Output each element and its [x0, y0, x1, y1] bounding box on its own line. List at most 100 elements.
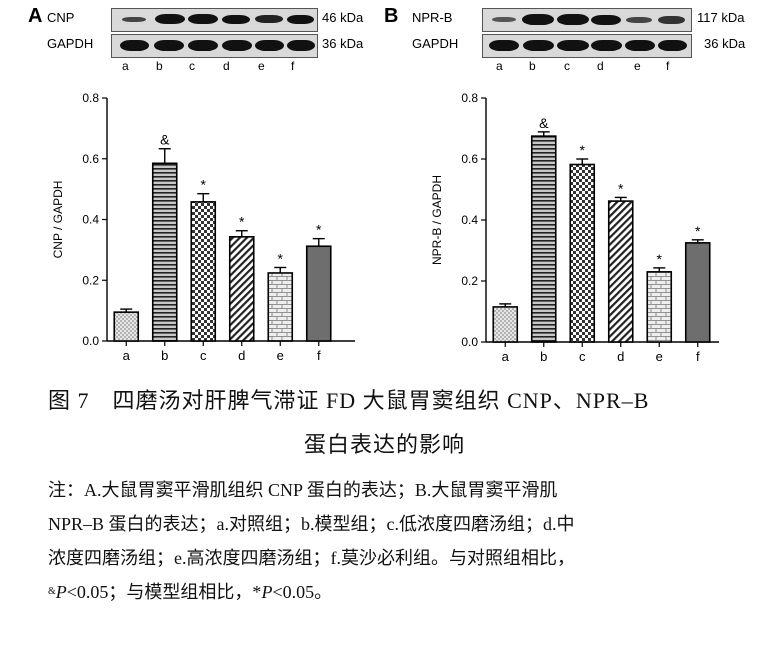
panel-b-letter: B [384, 5, 399, 27]
band [658, 16, 685, 24]
figure-title-line-2: 蛋白表达的影响 [303, 432, 465, 457]
significance-marker: * [316, 222, 322, 238]
y-tick-label: 0.4 [461, 213, 478, 227]
band [222, 40, 252, 51]
lane-label: a [496, 59, 503, 73]
band [489, 40, 519, 51]
significance-marker: * [201, 177, 207, 193]
band [658, 40, 687, 51]
figure-note-line-3: 浓度四磨汤组；e.高浓度四磨汤组；f.莫沙必利组。与对照组相比， [48, 548, 575, 568]
lane-label: c [564, 59, 570, 73]
panel-a-gapdh-kda: 36 kDa [322, 36, 364, 51]
band [523, 40, 554, 51]
bar-c [569, 163, 596, 343]
y-tick-label: 0.6 [82, 152, 99, 166]
panel-a-protein-kda: 46 kDa [322, 10, 364, 25]
band [287, 40, 315, 51]
y-tick-label: 0.0 [461, 335, 478, 349]
significance-marker: * [580, 142, 586, 158]
bar-d [607, 200, 634, 343]
panel-a-protein-label: CNP [47, 10, 75, 25]
bar-f [684, 242, 711, 343]
significance-marker: & [160, 132, 170, 148]
x-tick-label: a [502, 349, 510, 364]
x-tick-label: d [238, 348, 245, 363]
band [255, 40, 284, 51]
bar-d [228, 236, 255, 342]
lane-label: f [666, 59, 670, 73]
figure-note-line-4: &P<0.05；与模型组相比，*P<0.05。 [48, 576, 748, 609]
lane-label: d [223, 59, 230, 73]
lane-label: e [258, 59, 265, 73]
note-text: <0.05。 [272, 582, 333, 602]
band [591, 15, 621, 25]
significance-marker: * [239, 214, 245, 230]
band [222, 15, 250, 24]
p-symbol: P [55, 582, 67, 602]
significance-marker: * [695, 223, 701, 239]
nprb-bar-chart: 0.0 0.2 0.4 0.6 0.8 NPR-B / GAPDH a b & c * d * e * f * [430, 91, 719, 364]
x-tick-label: a [123, 348, 131, 363]
y-tick-label: 0.4 [82, 213, 99, 227]
band [255, 15, 283, 23]
significance-marker: * [278, 250, 284, 266]
lane-label: f [291, 59, 295, 73]
figure-title-line-1: 图 7 四磨汤对肝脾气滞证 FD 大鼠胃窦组织 CNP、NPR–B [48, 388, 650, 413]
y-axis-label: NPR-B / GAPDH [430, 175, 444, 265]
panel-b-protein-blot [482, 8, 692, 32]
cnp-bar-chart: 0.0 0.2 0.4 0.6 0.8 CNP / GAPDH a b & c * d * e * f * [51, 91, 355, 363]
bar-e [646, 271, 673, 343]
band [122, 17, 146, 22]
panel-a-loading-label: GAPDH [47, 36, 94, 51]
lane-label: e [634, 59, 641, 73]
y-tick-label: 0.8 [461, 91, 478, 105]
bar-b [151, 162, 178, 342]
x-tick-label: c [200, 348, 207, 363]
band [188, 40, 218, 51]
x-tick-label: b [161, 348, 168, 363]
band [492, 17, 516, 22]
x-tick-label: c [579, 349, 586, 364]
significance-marker: * [657, 251, 663, 267]
y-tick-label: 0.2 [82, 273, 99, 287]
y-tick-label: 0.6 [461, 152, 478, 166]
band [287, 15, 314, 24]
lane-label: a [122, 59, 129, 73]
panel-b-loading-label: GAPDH [412, 36, 459, 51]
panel-a-letter: A [28, 5, 43, 27]
panel-b-protein-label: NPR-B [412, 10, 453, 25]
band [625, 40, 655, 51]
x-tick-label: e [656, 349, 663, 364]
figure-note-line-2: NPR–B 蛋白的表达；a.对照组；b.模型组；c.低浓度四磨汤组；d.中 [48, 514, 575, 534]
figure-note-line-1: 注：A.大鼠胃窦平滑肌组织 CNP 蛋白的表达；B.大鼠胃窦平滑肌 [48, 480, 558, 500]
x-tick-label: b [540, 349, 547, 364]
panel-b-gapdh-kda: 36 kDa [704, 36, 746, 51]
band [188, 14, 218, 24]
bar-a [113, 311, 140, 342]
lane-label: b [156, 59, 163, 73]
bar-a [492, 306, 519, 343]
panel-a-gapdh-blot [111, 34, 318, 58]
band [522, 14, 554, 25]
x-tick-label: d [617, 349, 624, 364]
significance-marker: * [618, 180, 624, 196]
y-tick-label: 0.2 [461, 274, 478, 288]
ampersand-superscript: & [48, 586, 56, 597]
lane-label: d [597, 59, 604, 73]
band [120, 40, 149, 51]
bar-f [305, 245, 332, 342]
bar-c [190, 201, 217, 342]
y-tick-label: 0.0 [82, 334, 99, 348]
band [155, 14, 185, 24]
panel-b-gapdh-blot [482, 34, 692, 58]
band [591, 40, 622, 51]
panel-a-protein-blot [111, 8, 318, 32]
band [557, 40, 589, 51]
band [557, 14, 589, 25]
x-tick-label: f [317, 348, 321, 363]
panel-b-protein-kda: 117 kDa [697, 10, 745, 25]
note-text: <0.05；与模型组相比，* [66, 582, 262, 602]
y-axis-label: CNP / GAPDH [51, 181, 65, 259]
p-symbol: P [261, 582, 273, 602]
significance-marker: & [539, 115, 549, 131]
